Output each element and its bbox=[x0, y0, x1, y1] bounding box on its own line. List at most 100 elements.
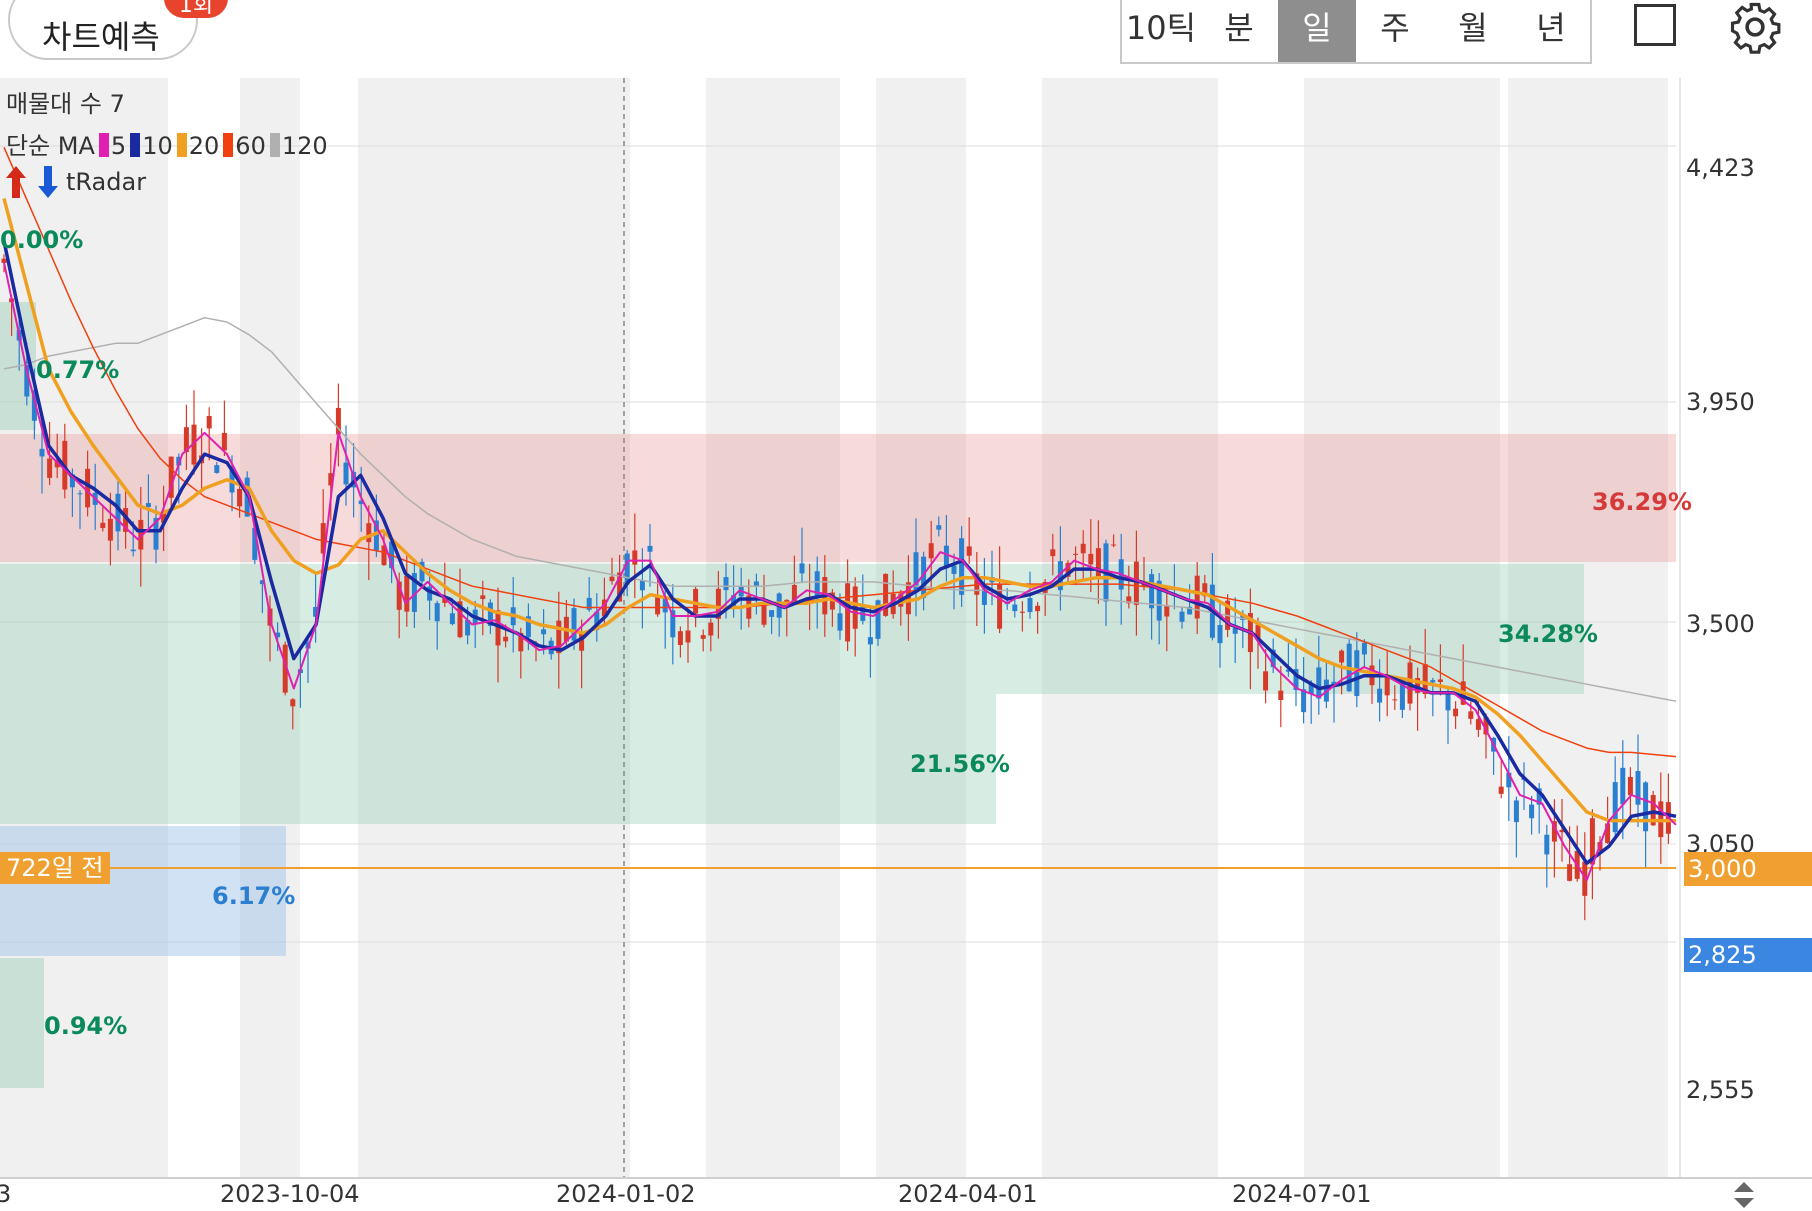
candle-body bbox=[434, 603, 440, 622]
period-tab-month[interactable]: 월 bbox=[1458, 9, 1488, 47]
candle-body bbox=[343, 462, 349, 485]
candle-body bbox=[708, 622, 714, 636]
candle-body bbox=[115, 493, 121, 532]
candle-body bbox=[1475, 719, 1481, 730]
x-tick-label: 2023-10-04 bbox=[220, 1180, 360, 1208]
month-band bbox=[0, 78, 168, 1178]
period-selector: 10틱 분 일 주 월 년 bbox=[1120, 0, 1592, 64]
candle-body bbox=[753, 581, 759, 587]
candle-body bbox=[237, 488, 243, 507]
period-tab-day[interactable]: 일 bbox=[1278, 0, 1356, 62]
zone-pct-2: 36.29% bbox=[1592, 488, 1692, 516]
candle-body bbox=[814, 571, 820, 599]
candle-body bbox=[47, 458, 53, 478]
ma-10-line bbox=[2, 240, 1677, 865]
month-band bbox=[1304, 78, 1500, 1178]
x-tick-label: 2024-01-02 bbox=[556, 1180, 696, 1208]
volume-zone-2 bbox=[0, 694, 996, 824]
candle-body bbox=[107, 518, 113, 541]
candle-body bbox=[617, 572, 623, 602]
candle-body bbox=[1057, 561, 1063, 591]
candle-body bbox=[1088, 553, 1094, 565]
volume-zone-3 bbox=[0, 826, 286, 956]
ma20-swatch bbox=[176, 133, 187, 157]
candle-body bbox=[1187, 606, 1193, 615]
candle-body bbox=[723, 577, 729, 591]
candle-body bbox=[624, 553, 630, 585]
y-tick-label: 4,423 bbox=[1686, 154, 1755, 182]
candle-body bbox=[373, 520, 379, 551]
ma60-label: 60 bbox=[235, 132, 266, 160]
gear-icon[interactable] bbox=[1728, 0, 1782, 54]
candle-body bbox=[1285, 669, 1291, 672]
candle-body bbox=[533, 645, 539, 647]
candle-body bbox=[579, 632, 585, 651]
candle-body bbox=[1293, 669, 1299, 691]
period-tab-10tick[interactable]: 10틱 bbox=[1125, 9, 1197, 47]
candle-body bbox=[1354, 650, 1360, 697]
candle-body bbox=[77, 493, 83, 495]
month-band bbox=[876, 78, 966, 1178]
candle-body bbox=[275, 632, 281, 638]
candle-body bbox=[594, 611, 600, 630]
candle-body bbox=[525, 616, 531, 638]
zone-pct-3: 34.28% bbox=[1498, 620, 1598, 648]
candle-body bbox=[427, 586, 433, 601]
candle-body bbox=[1111, 544, 1117, 546]
candle-body bbox=[1019, 611, 1025, 613]
candle-body bbox=[1027, 598, 1033, 613]
candle-body bbox=[875, 600, 881, 639]
candle-body bbox=[1179, 611, 1185, 622]
volume-zone-0 bbox=[0, 434, 1676, 562]
candle-body bbox=[396, 581, 402, 610]
scroll-updown-icon[interactable] bbox=[1732, 1180, 1756, 1210]
candle-body bbox=[1589, 818, 1595, 865]
zone-pct-6: 0.94% bbox=[44, 1012, 128, 1040]
candle-body bbox=[586, 597, 592, 610]
month-band bbox=[358, 78, 630, 1178]
period-tab-week[interactable]: 주 bbox=[1380, 9, 1410, 47]
chart-predict-button[interactable]: 차트예측 bbox=[8, 0, 198, 60]
candle-body bbox=[1133, 561, 1139, 605]
candle-body bbox=[791, 585, 797, 602]
candle-body bbox=[769, 610, 775, 617]
candle-body bbox=[1445, 692, 1451, 711]
candle-body bbox=[936, 525, 942, 530]
ma-120-line bbox=[3, 316, 1677, 702]
zone-pct-4: 21.56% bbox=[910, 750, 1010, 778]
period-tab-year[interactable]: 년 bbox=[1536, 9, 1566, 47]
chart-predict-label: 차트예측 bbox=[42, 18, 160, 56]
candle-body bbox=[335, 407, 341, 435]
candle-body bbox=[1536, 788, 1542, 805]
candle-body bbox=[974, 573, 980, 595]
candle-body bbox=[1498, 786, 1504, 794]
tradar-label: tRadar bbox=[66, 168, 147, 196]
chart-background bbox=[0, 78, 1676, 1178]
candle-body bbox=[480, 595, 486, 600]
candle-body bbox=[282, 644, 288, 693]
candle-body bbox=[1627, 776, 1633, 796]
candle-body bbox=[799, 563, 805, 574]
candle-body bbox=[145, 503, 151, 508]
candle-body bbox=[632, 550, 638, 565]
candle-body bbox=[495, 610, 501, 646]
period-tab-minute[interactable]: 분 bbox=[1224, 9, 1254, 47]
candle-body bbox=[655, 597, 661, 615]
candle-body bbox=[1301, 689, 1307, 713]
candle-body bbox=[320, 523, 326, 554]
fullscreen-icon[interactable] bbox=[1634, 4, 1676, 46]
x-tick-label: 3 bbox=[0, 1180, 12, 1208]
candle-body bbox=[670, 610, 676, 638]
candle-body bbox=[206, 415, 212, 429]
candle-body bbox=[837, 613, 843, 631]
candle-body bbox=[1384, 677, 1390, 696]
candle-body bbox=[1377, 688, 1383, 703]
candle-body bbox=[366, 523, 372, 543]
candle-body bbox=[1643, 782, 1649, 832]
x-tick-label: 2024-04-01 bbox=[898, 1180, 1038, 1208]
candle-body bbox=[1156, 580, 1162, 621]
candle-body bbox=[639, 580, 645, 591]
candle-body bbox=[487, 602, 493, 626]
zone-pct-1: 0.77% bbox=[36, 356, 120, 384]
